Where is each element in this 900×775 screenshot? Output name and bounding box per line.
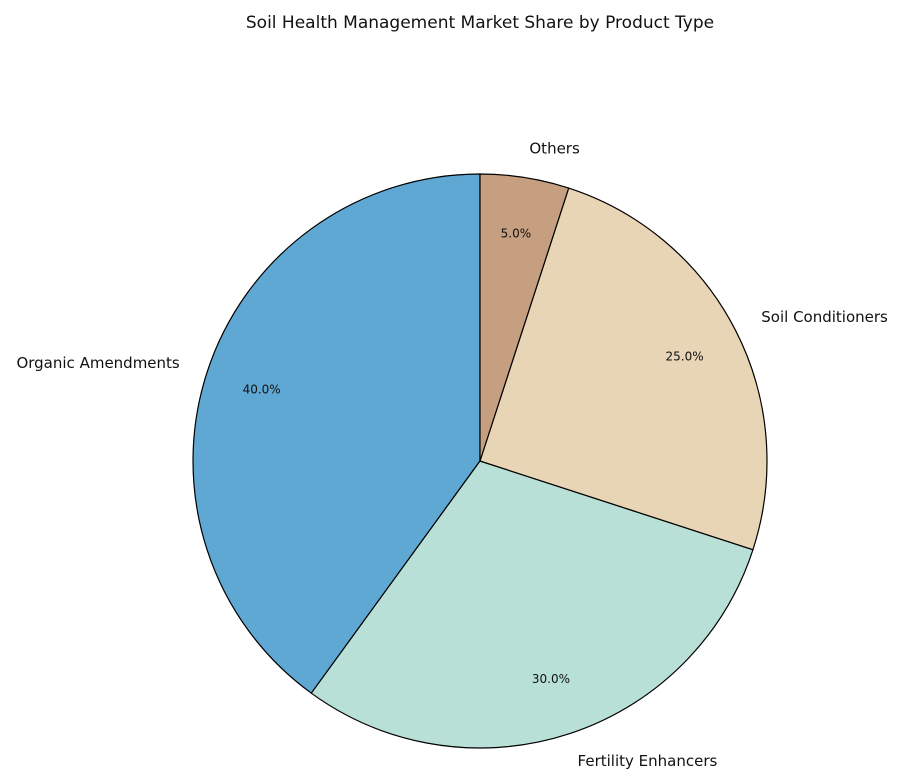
slice-label-soil-conditioners: Soil Conditioners bbox=[761, 308, 888, 326]
slice-label-organic-amendments: Organic Amendments bbox=[16, 354, 179, 372]
pie-slice-others bbox=[479, 173, 570, 462]
pie-slice-organic-amendments bbox=[192, 173, 481, 695]
slice-label-fertility-enhancers: Fertility Enhancers bbox=[578, 752, 718, 770]
labels-layer: Organic Amendments 40.0% Fertility Enhance… bbox=[16, 140, 888, 770]
slice-percent-fertility-enhancers: 30.0% bbox=[532, 672, 570, 686]
slice-percent-soil-conditioners: 25.0% bbox=[666, 349, 704, 363]
pie-slice-fertility-enhancers bbox=[310, 460, 754, 749]
pie-slice-soil-conditioners bbox=[479, 187, 768, 551]
slice-percent-others: 5.0% bbox=[501, 227, 532, 241]
slice-percent-organic-amendments: 40.0% bbox=[243, 383, 281, 397]
slices-layer bbox=[192, 173, 768, 749]
slice-label-others: Others bbox=[529, 140, 580, 158]
chart-title: Soil Health Management Market Share by P… bbox=[246, 13, 714, 33]
